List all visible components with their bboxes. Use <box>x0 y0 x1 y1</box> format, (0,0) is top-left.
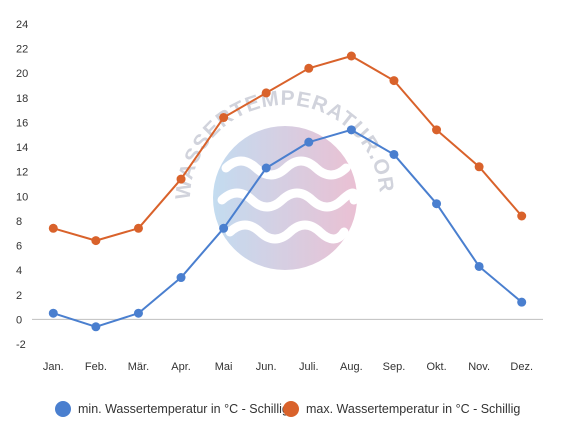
x-tick-label: Jan. <box>43 361 64 373</box>
y-tick-label: 12 <box>16 167 28 179</box>
y-tick-label: 14 <box>16 142 28 154</box>
data-point <box>304 63 314 73</box>
y-tick-label: 20 <box>16 68 28 80</box>
x-tick-label: Nov. <box>468 361 490 373</box>
legend-item: min. Wassertemperatur in °C - Schillig <box>55 401 289 417</box>
data-point <box>517 211 527 221</box>
series-layer <box>48 51 527 332</box>
data-point <box>517 297 527 307</box>
data-point <box>304 137 314 147</box>
x-tick-label: Mai <box>215 361 233 373</box>
data-point <box>346 125 356 135</box>
x-tick-label: Okt. <box>426 361 446 373</box>
legend-marker <box>55 401 71 417</box>
series-min <box>48 125 527 332</box>
data-point <box>432 125 442 135</box>
data-point <box>219 113 229 123</box>
legend: min. Wassertemperatur in °C - Schillig ma… <box>55 401 520 417</box>
data-point <box>432 199 442 209</box>
y-tick-label: 8 <box>16 216 22 228</box>
data-point <box>474 261 484 271</box>
data-point <box>91 236 101 246</box>
watermark-waves-icon <box>217 156 359 244</box>
y-tick-label: 6 <box>16 241 22 253</box>
x-tick-label: Sep. <box>383 361 406 373</box>
series-line <box>52 128 523 328</box>
data-point <box>219 223 229 233</box>
data-point <box>133 308 143 318</box>
y-tick-label: 0 <box>16 314 22 326</box>
y-tick-label: 16 <box>16 117 28 129</box>
x-tick-label: Mär. <box>128 361 149 373</box>
series-line <box>53 55 523 242</box>
y-tick-label: 24 <box>16 19 28 31</box>
data-point <box>133 223 143 233</box>
data-point <box>389 149 399 159</box>
y-tick-label: 10 <box>16 191 28 203</box>
data-point <box>389 76 399 86</box>
x-tick-label: Apr. <box>171 361 191 373</box>
y-tick-label: 22 <box>16 44 28 56</box>
data-point <box>48 223 58 233</box>
y-tick-label: 4 <box>16 265 22 277</box>
series-max <box>48 51 527 246</box>
legend-marker <box>283 401 299 417</box>
x-tick-label: Juli. <box>299 361 319 373</box>
x-tick-label: Feb. <box>85 361 107 373</box>
legend-label: min. Wassertemperatur in °C - Schillig <box>78 402 289 416</box>
data-point <box>176 174 186 184</box>
data-point <box>346 51 356 61</box>
x-tick-label: Jun. <box>256 361 277 373</box>
y-tick-label: -2 <box>16 339 26 351</box>
data-point <box>91 322 101 332</box>
legend-item: max. Wassertemperatur in °C - Schillig <box>283 401 520 417</box>
y-tick-label: 2 <box>16 290 22 302</box>
legend-label: max. Wassertemperatur in °C - Schillig <box>306 402 520 416</box>
data-point <box>261 88 271 98</box>
x-tick-label: Aug. <box>340 361 363 373</box>
data-point <box>176 273 186 283</box>
data-point <box>474 162 484 172</box>
x-tick-label: Dez. <box>510 361 533 373</box>
data-point <box>261 163 271 173</box>
y-tick-label: 18 <box>16 93 28 105</box>
data-point <box>48 308 58 318</box>
